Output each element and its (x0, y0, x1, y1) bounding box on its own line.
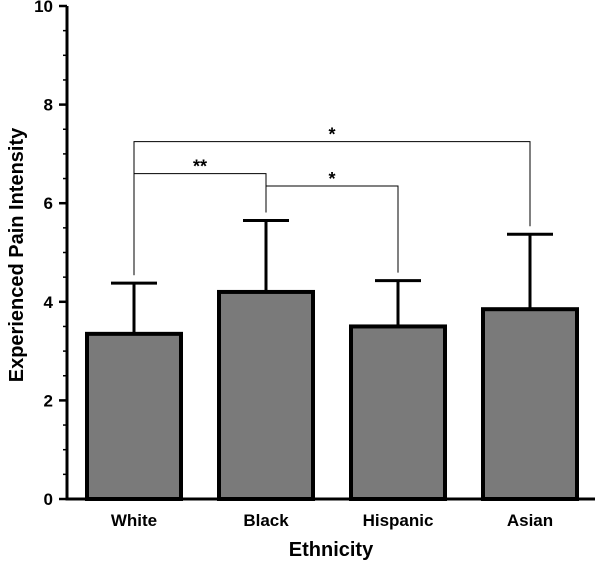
significance-label-1: ** (193, 157, 207, 177)
bar-white (85, 331, 183, 501)
significance-brackets: **** (133, 125, 531, 276)
y-tick-label: 2 (44, 391, 53, 410)
y-tick-label: 0 (44, 490, 53, 509)
category-label-white: White (111, 511, 157, 530)
significance-label-2: * (328, 169, 335, 189)
y-tick-label: 4 (44, 293, 54, 312)
significance-bracket-2 (265, 185, 399, 273)
bar-asian (481, 307, 579, 501)
x-axis: White Black Hispanic Asian (65, 497, 595, 530)
category-label-asian: Asian (507, 511, 553, 530)
bars (85, 289, 579, 502)
category-label-black: Black (243, 511, 289, 530)
significance-label-0: * (328, 125, 335, 145)
bar-hispanic (349, 324, 447, 502)
y-tick-label: 10 (34, 0, 53, 16)
y-tick-label: 6 (44, 194, 53, 213)
significance-bracket-1 (133, 173, 267, 276)
y-axis: 0 2 4 6 8 10 (34, 0, 69, 509)
y-tick-label: 8 (44, 96, 53, 115)
error-bars (111, 218, 553, 334)
y-axis-title: Experienced Pain Intensity (6, 127, 28, 382)
bar-black (217, 289, 315, 501)
x-axis-title: Ethnicity (289, 539, 374, 561)
category-label-hispanic: Hispanic (363, 511, 434, 530)
